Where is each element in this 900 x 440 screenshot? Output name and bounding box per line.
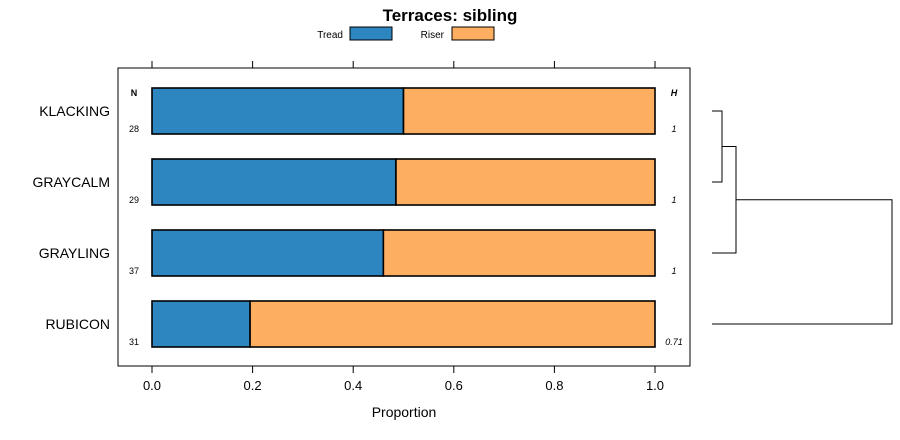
h-value: 1 <box>671 124 676 134</box>
legend-swatch-riser <box>451 26 495 41</box>
n-value: 37 <box>129 266 139 276</box>
x-tick-label: 1.0 <box>646 378 664 393</box>
bar-riser-rubicon <box>249 300 656 348</box>
bar-riser-klacking <box>402 87 656 135</box>
dendrogram-merge-rubicon <box>712 199 893 325</box>
category-label: GRAYLING <box>39 245 110 261</box>
legend-label-riser: Riser <box>421 30 445 41</box>
legend-label-tread: Tread <box>317 30 343 41</box>
bar-tread-graycalm <box>151 158 397 206</box>
h-value: 1 <box>671 195 676 205</box>
h-value: 1 <box>671 266 676 276</box>
x-axis-title: Proportion <box>372 404 437 420</box>
x-tick-label: 0.2 <box>244 378 262 393</box>
dendrogram-merge-klacking-graycalm <box>712 110 723 183</box>
dendrogram-merge-grayling <box>712 146 737 254</box>
bar-tread-grayling <box>151 229 385 277</box>
bar-riser-grayling <box>382 229 656 277</box>
h-header: H <box>671 88 678 98</box>
x-tick-label: 0.4 <box>344 378 362 393</box>
category-label: KLACKING <box>39 103 110 119</box>
category-label: RUBICON <box>45 316 110 332</box>
legend: Tread Riser <box>317 26 495 41</box>
category-label: GRAYCALM <box>32 174 110 190</box>
bar-area <box>151 87 656 348</box>
dendrogram <box>712 110 893 325</box>
chart-title: Terraces: sibling <box>383 6 518 25</box>
n-value: 29 <box>129 195 139 205</box>
plot-panel <box>117 67 691 367</box>
n-header: N <box>131 88 138 98</box>
legend-swatch-tread <box>349 26 393 41</box>
bar-tread-klacking <box>151 87 405 135</box>
h-column: 1 1 1 0.71 <box>665 124 683 347</box>
n-column: 28 29 37 31 <box>129 124 139 347</box>
x-tick-label: 0.8 <box>545 378 563 393</box>
category-labels: KLACKING GRAYCALM GRAYLING RUBICON <box>32 103 110 332</box>
bar-tread-rubicon <box>151 300 251 348</box>
x-tick-label: 0.6 <box>445 378 463 393</box>
x-axis: 0.0 0.2 0.4 0.6 0.8 1.0 <box>143 366 664 393</box>
h-value: 0.71 <box>665 337 683 347</box>
bar-riser-graycalm <box>395 158 656 206</box>
n-value: 31 <box>129 337 139 347</box>
n-value: 28 <box>129 124 139 134</box>
top-axis-ticks <box>151 61 656 68</box>
x-tick-label: 0.0 <box>143 378 161 393</box>
